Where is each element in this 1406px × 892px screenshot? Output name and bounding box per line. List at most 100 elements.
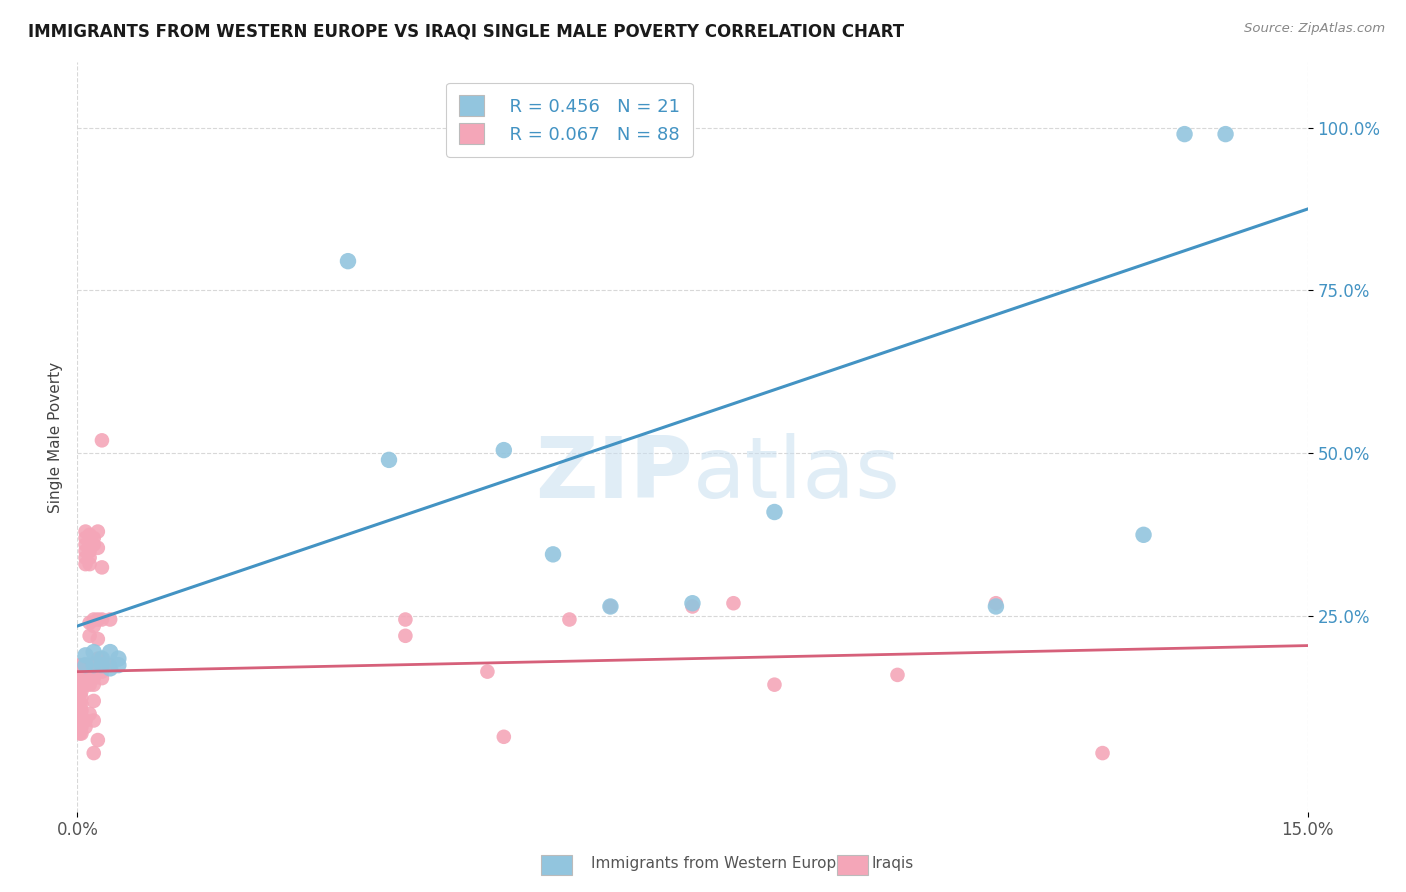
Point xyxy=(70,684,93,698)
Point xyxy=(70,704,93,718)
Point xyxy=(75,671,97,685)
Point xyxy=(886,668,908,682)
Point xyxy=(79,528,101,542)
Point xyxy=(83,658,105,673)
Point xyxy=(75,658,97,673)
Point xyxy=(1132,528,1154,542)
Point xyxy=(83,531,105,545)
Point xyxy=(83,714,105,728)
Point xyxy=(90,658,114,673)
Point xyxy=(79,678,101,692)
Point xyxy=(75,550,97,565)
Point xyxy=(984,596,1007,610)
Text: atlas: atlas xyxy=(693,433,900,516)
Point xyxy=(75,544,97,558)
Point xyxy=(984,599,1007,614)
Point xyxy=(75,714,97,728)
Point xyxy=(79,550,101,565)
Point xyxy=(83,665,105,679)
Point xyxy=(83,613,105,627)
Point xyxy=(79,544,101,558)
Point xyxy=(69,726,91,740)
Point xyxy=(87,658,110,673)
Point xyxy=(90,665,114,679)
Point xyxy=(75,658,97,673)
Point xyxy=(70,726,93,740)
Point xyxy=(492,730,515,744)
Point xyxy=(83,538,105,552)
Point xyxy=(1215,127,1237,141)
Point xyxy=(599,599,621,614)
Point xyxy=(337,254,360,268)
Point xyxy=(75,678,97,692)
Text: Iraqis: Iraqis xyxy=(872,856,914,871)
Point xyxy=(70,690,93,705)
Point xyxy=(79,538,101,552)
Point xyxy=(70,665,93,679)
Point xyxy=(763,678,786,692)
Legend:   R = 0.456   N = 21,   R = 0.067   N = 88: R = 0.456 N = 21, R = 0.067 N = 88 xyxy=(446,83,693,157)
Text: Source: ZipAtlas.com: Source: ZipAtlas.com xyxy=(1244,22,1385,36)
Point xyxy=(492,443,515,458)
Point xyxy=(75,720,97,734)
Point xyxy=(394,629,416,643)
Point xyxy=(87,651,110,665)
Point xyxy=(87,613,110,627)
Point xyxy=(682,599,704,614)
Point xyxy=(477,665,499,679)
Point xyxy=(87,665,110,679)
Point xyxy=(79,671,101,685)
Point xyxy=(69,697,91,711)
Point xyxy=(1091,746,1114,760)
Point xyxy=(599,599,621,614)
Point xyxy=(87,524,110,539)
Point xyxy=(70,697,93,711)
Point xyxy=(87,733,110,747)
Point xyxy=(75,531,97,545)
Point xyxy=(98,658,121,673)
Point xyxy=(90,671,114,685)
Point xyxy=(90,613,114,627)
Point xyxy=(83,694,105,708)
Point xyxy=(83,645,105,659)
Point xyxy=(90,651,114,665)
Point xyxy=(98,613,121,627)
Point xyxy=(75,665,97,679)
Point xyxy=(79,557,101,571)
Point xyxy=(98,645,121,659)
Point xyxy=(541,547,564,561)
Text: Immigrants from Western Europe: Immigrants from Western Europe xyxy=(591,856,845,871)
Point xyxy=(79,629,101,643)
Point xyxy=(763,505,786,519)
Point xyxy=(1174,127,1197,141)
Point xyxy=(70,720,93,734)
Point xyxy=(83,746,105,760)
Point xyxy=(75,524,97,539)
Y-axis label: Single Male Poverty: Single Male Poverty xyxy=(48,361,63,513)
Point xyxy=(107,658,129,673)
Point xyxy=(682,596,704,610)
Point xyxy=(558,613,581,627)
Point xyxy=(79,615,101,630)
Point xyxy=(75,557,97,571)
Point xyxy=(83,658,105,673)
Point xyxy=(90,651,114,665)
Text: IMMIGRANTS FROM WESTERN EUROPE VS IRAQI SINGLE MALE POVERTY CORRELATION CHART: IMMIGRANTS FROM WESTERN EUROPE VS IRAQI … xyxy=(28,22,904,40)
Point xyxy=(87,541,110,555)
Point xyxy=(70,671,93,685)
Text: ZIP: ZIP xyxy=(534,433,693,516)
Point xyxy=(69,720,91,734)
Point xyxy=(69,714,91,728)
Point xyxy=(69,678,91,692)
Point xyxy=(75,648,97,663)
Point xyxy=(723,596,745,610)
Point xyxy=(79,665,101,679)
Point xyxy=(70,658,93,673)
Point xyxy=(378,453,401,467)
Point xyxy=(69,688,91,702)
Point xyxy=(394,613,416,627)
Point xyxy=(70,714,93,728)
Point xyxy=(90,658,114,673)
Point xyxy=(90,560,114,574)
Point xyxy=(79,706,101,721)
